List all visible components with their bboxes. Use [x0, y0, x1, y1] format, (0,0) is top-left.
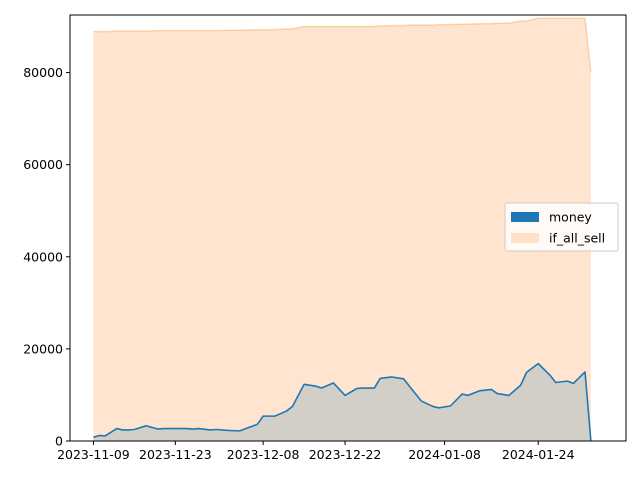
- axes: 2023-11-09 2023-11-23 2023-12-08 2023-12-22…: [23, 14, 627, 462]
- series-line-money: [93, 362, 592, 442]
- x-tick-label: 2023-12-22: [309, 447, 382, 462]
- y-tick-label: 60000: [23, 157, 63, 172]
- x-tick-label: 2023-11-23: [139, 447, 212, 462]
- legend-swatch-if-all-sell: [511, 233, 539, 243]
- y-tick-label: 40000: [23, 249, 63, 264]
- legend: money if_all_sell: [504, 202, 619, 252]
- legend-swatch-money: [511, 212, 539, 222]
- axes-frame: [69, 14, 627, 442]
- y-tick-label: 20000: [23, 341, 63, 356]
- x-tick-label: 2024-01-24: [502, 447, 575, 462]
- legend-label-if-all-sell: if_all_sell: [549, 231, 605, 246]
- y-tick-label: 80000: [23, 65, 63, 80]
- area-money: [93, 363, 591, 441]
- y-tick-label: 0: [55, 434, 63, 449]
- plot-area: [93, 17, 592, 442]
- x-tick-label: 2024-01-08: [408, 447, 481, 462]
- series-line-if-all-sell: [93, 17, 592, 73]
- x-tick-label: 2023-12-08: [227, 447, 300, 462]
- legend-label-money: money: [549, 210, 592, 225]
- x-tick-label: 2023-11-09: [57, 447, 130, 462]
- area-if-all-sell: [93, 18, 591, 441]
